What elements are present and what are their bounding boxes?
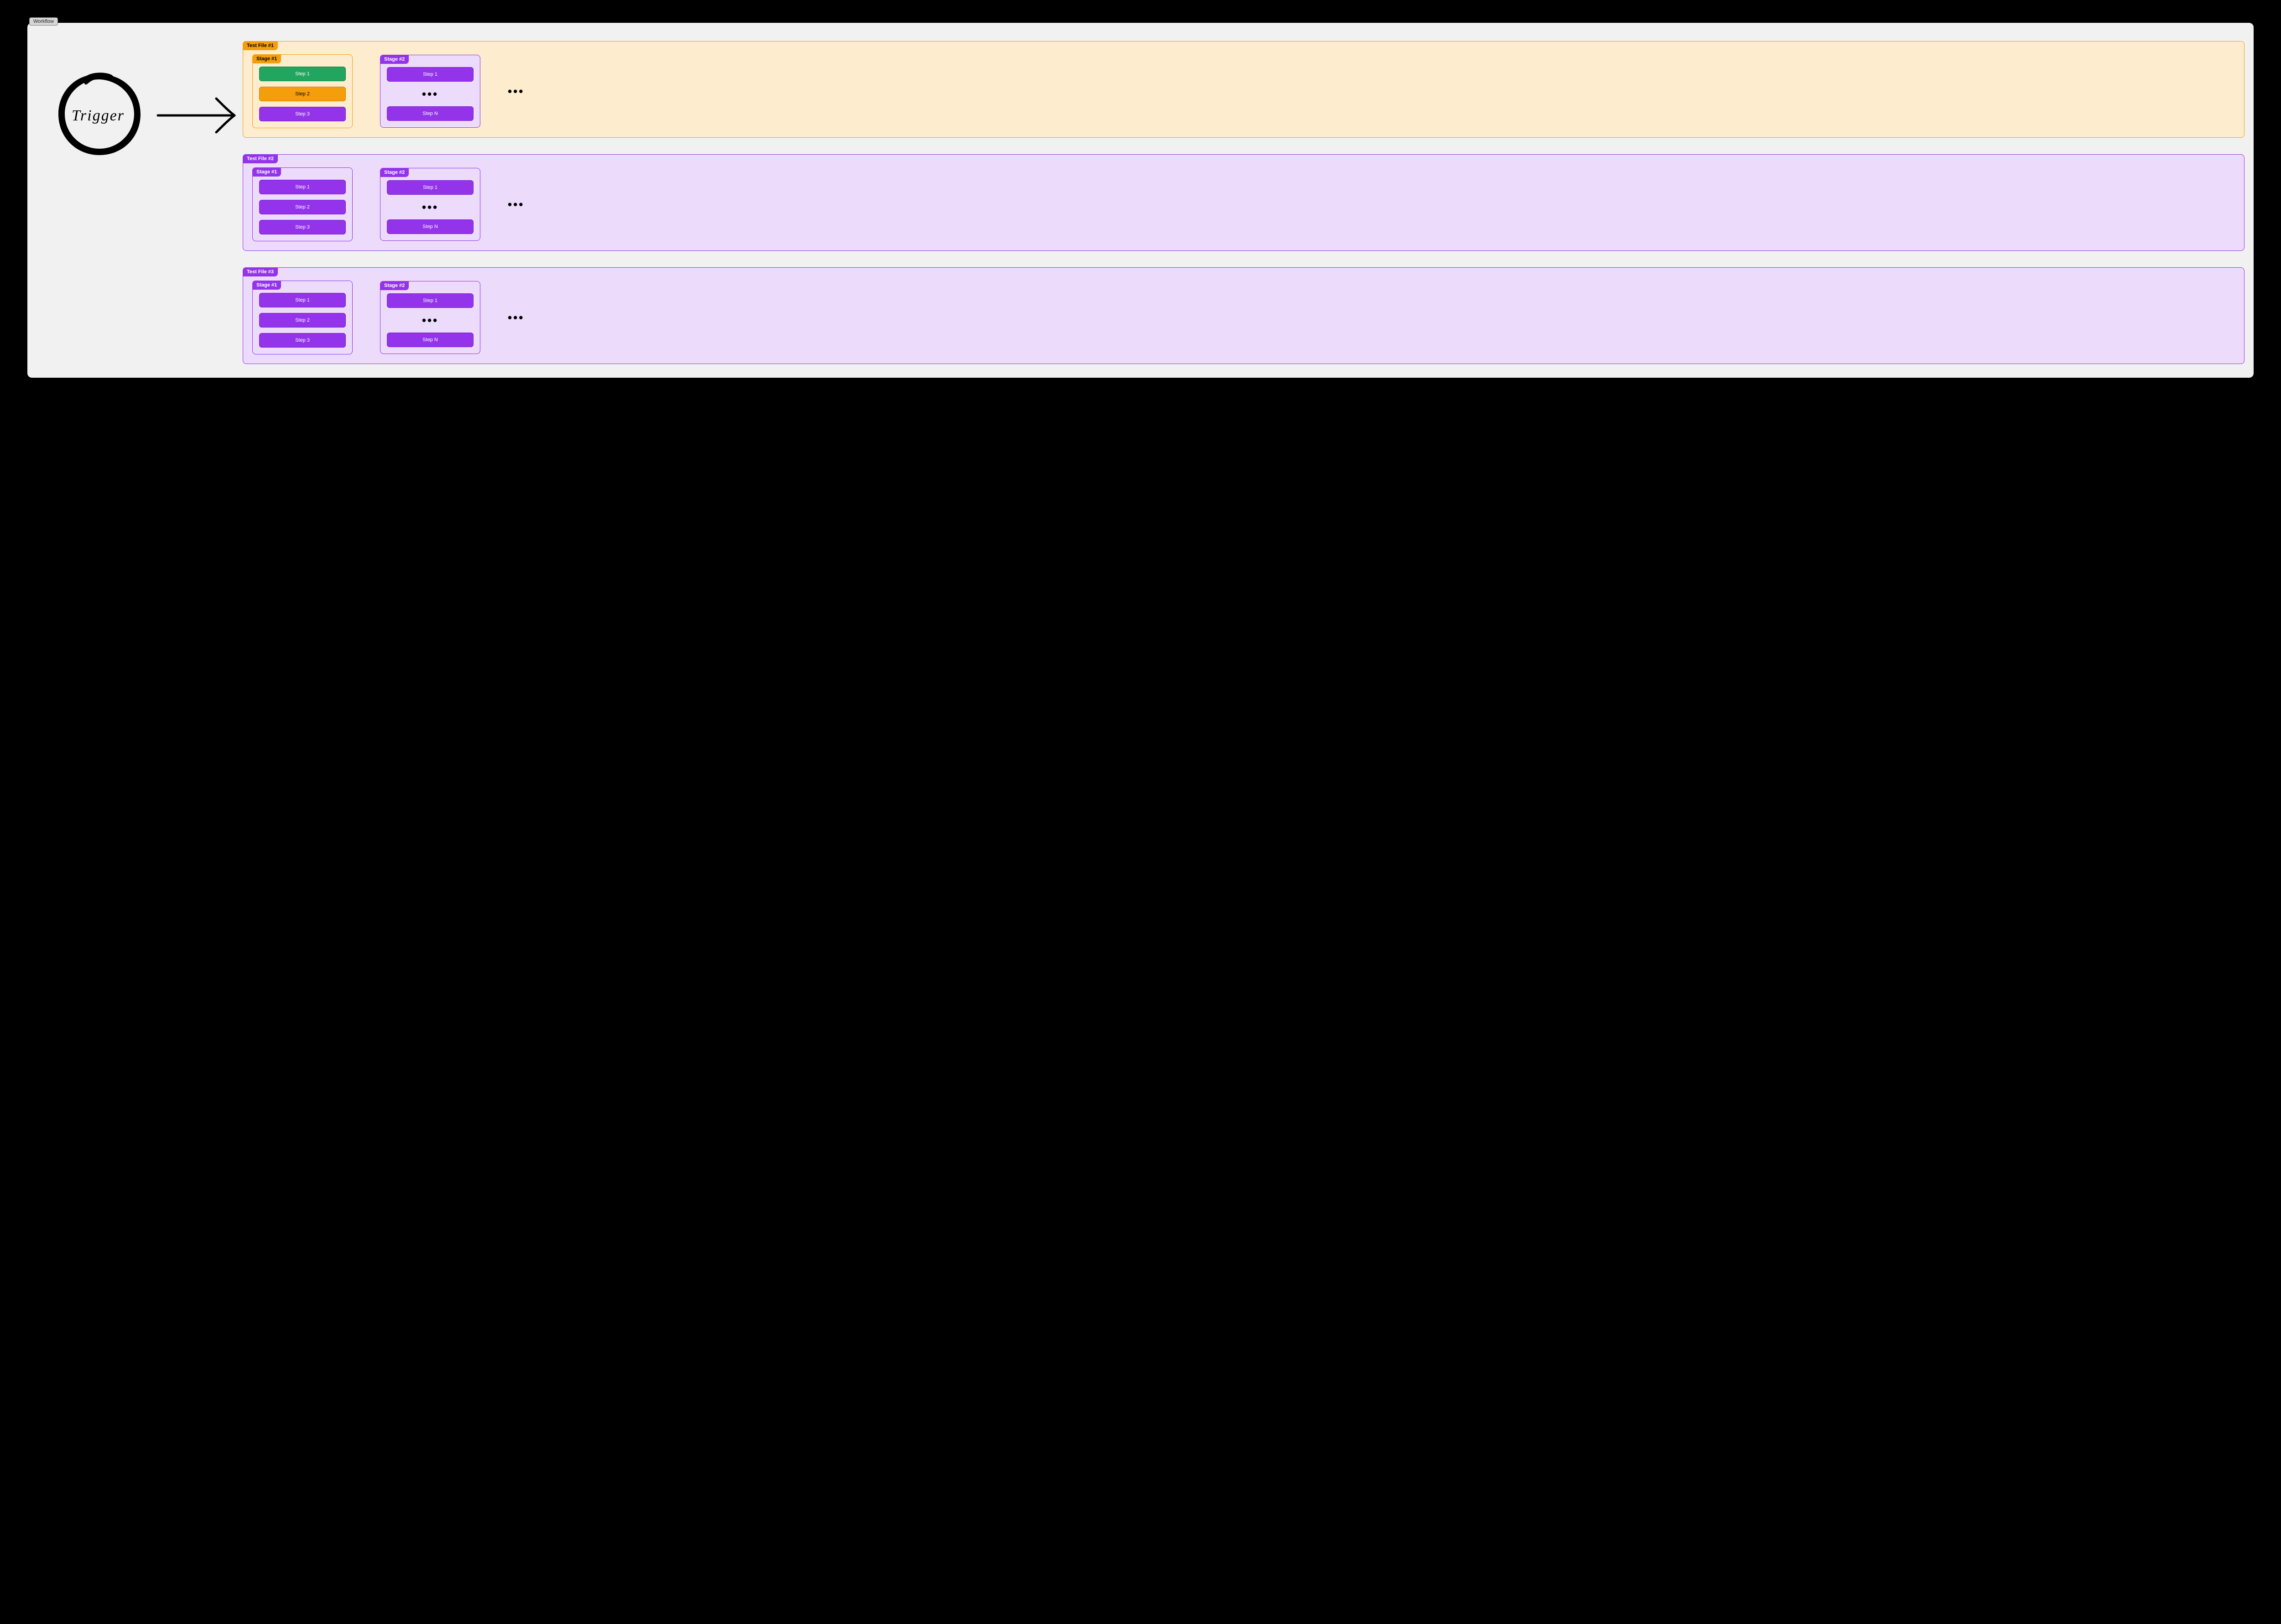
test-file-box: Test File #3Stage #1Step 1Step 2Step 3St…: [243, 267, 2245, 364]
stage-label-chip: Stage #2: [380, 281, 409, 290]
main-row: Trigger Test File #1 Stage #1 Step 1 Step 2…: [36, 41, 2245, 364]
steps-list: Step 1 Step 2 Step 3: [259, 293, 346, 348]
steps-list: Step 1 Step 2 Step 3: [259, 67, 346, 121]
step-box: Step 3: [259, 220, 346, 234]
ellipsis-icon: •••: [508, 85, 524, 97]
step-box: Step 2: [259, 313, 346, 328]
test-file-box: Test File #2Stage #1Step 1Step 2Step 3St…: [243, 154, 2245, 251]
steps-list: Step 1 ••• Step N: [387, 67, 474, 121]
ellipsis-icon: •••: [387, 313, 474, 327]
trigger-and-arrow: Trigger: [36, 41, 237, 160]
step-box: Step 1: [387, 67, 474, 82]
ellipsis-icon: •••: [387, 200, 474, 214]
file-label-chip: Test File #2: [243, 154, 278, 163]
step-box: Step N: [387, 333, 474, 347]
test-file-box: Test File #1Stage #1Step 1Step 2Step 3St…: [243, 41, 2245, 138]
file-label-chip: Test File #3: [243, 267, 278, 276]
files-column: Test File #1Stage #1Step 1Step 2Step 3St…: [243, 41, 2245, 364]
trigger-node: Trigger: [50, 68, 146, 160]
step-box: Step 1: [387, 293, 474, 308]
steps-list: Step 1 ••• Step N: [387, 293, 474, 347]
stage-box: Stage #1 Step 1 Step 2 Step 3: [252, 54, 353, 128]
file-row: Stage #1 Step 1 Step 2 Step 3 Stage #2 Step 1…: [252, 167, 2235, 241]
file-row: Stage #1 Step 1 Step 2 Step 3 Stage #2 Step 1…: [252, 54, 2235, 128]
ellipsis-icon: •••: [387, 87, 474, 101]
step-box: Step 2: [259, 200, 346, 214]
stage-label-chip: Stage #1: [252, 167, 281, 177]
step-box: Step 2: [259, 87, 346, 101]
ellipsis-icon: •••: [508, 198, 524, 210]
step-box: Step 1: [259, 180, 346, 194]
steps-list: Step 1 ••• Step N: [387, 180, 474, 234]
stage-label-chip: Stage #2: [380, 55, 409, 64]
stage-box: Stage #2 Step 1 ••• Step N: [380, 55, 480, 128]
arrow-icon: [155, 95, 237, 136]
stage-label-chip: Stage #1: [252, 281, 281, 290]
step-box: Step 3: [259, 333, 346, 348]
canvas-title-chip: Workflow: [29, 17, 58, 26]
step-box: Step N: [387, 106, 474, 121]
stage-box: Stage #2 Step 1 ••• Step N: [380, 281, 480, 354]
arrow: [155, 90, 237, 138]
workflow-canvas: Workflow Trigger Test File #1Stage #1Ste…: [27, 23, 2254, 378]
step-box: Step 3: [259, 107, 346, 121]
stage-label-chip: Stage #2: [380, 168, 409, 177]
steps-list: Step 1 Step 2 Step 3: [259, 180, 346, 234]
file-row: Stage #1 Step 1 Step 2 Step 3 Stage #2 Step 1…: [252, 281, 2235, 354]
file-label-chip: Test File #1: [243, 41, 278, 50]
stage-box: Stage #2 Step 1 ••• Step N: [380, 168, 480, 241]
ellipsis-icon: •••: [508, 312, 524, 323]
step-box: Step 1: [259, 67, 346, 81]
trigger-label: Trigger: [72, 107, 125, 125]
stage-box: Stage #1 Step 1 Step 2 Step 3: [252, 281, 353, 354]
stage-label-chip: Stage #1: [252, 54, 281, 63]
step-box: Step N: [387, 219, 474, 234]
step-box: Step 1: [387, 180, 474, 195]
step-box: Step 1: [259, 293, 346, 307]
stage-box: Stage #1 Step 1 Step 2 Step 3: [252, 167, 353, 241]
